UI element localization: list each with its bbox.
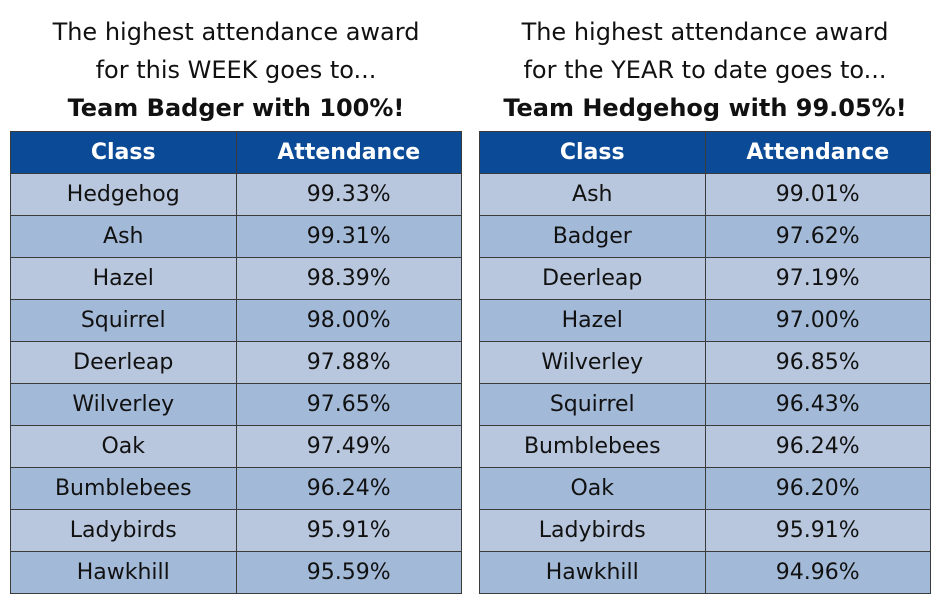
attendance-cell: 98.39%: [235, 257, 462, 300]
table-row: Ladybirds 95.91%: [10, 509, 462, 552]
table-row: Wilverley 97.65%: [10, 383, 462, 426]
yearly-table-body: Ash 99.01% Badger 97.62% Deerleap 97.19% Hazel…: [479, 173, 931, 594]
attendance-cell: 96.85%: [704, 341, 931, 384]
class-name-cell: Ash: [10, 215, 237, 258]
yearly-winner: Team Hedgehog with 99.05%!: [503, 94, 907, 122]
table-row: Ash 99.31%: [10, 215, 462, 258]
attendance-cell: 94.96%: [704, 551, 931, 594]
yearly-attendance-table: Class Attendance Ash 99.01% Badger 97.62% De…: [479, 131, 931, 594]
table-row: Hawkhill 95.59%: [10, 551, 462, 594]
attendance-cell: 97.62%: [704, 215, 931, 258]
attendance-cell: 97.19%: [704, 257, 931, 300]
column-header-class: Class: [10, 131, 237, 174]
class-name-cell: Ladybirds: [10, 509, 237, 552]
weekly-award-panel: The highest attendance award for this WE…: [10, 0, 462, 594]
table-row: Deerleap 97.88%: [10, 341, 462, 384]
table-row: Wilverley 96.85%: [479, 341, 931, 384]
weekly-table-body: Hedgehog 99.33% Ash 99.31% Hazel 98.39% Squirr…: [10, 173, 462, 594]
class-name-cell: Oak: [479, 467, 706, 510]
table-row: Hawkhill 94.96%: [479, 551, 931, 594]
class-name-cell: Hawkhill: [479, 551, 706, 594]
table-row: Squirrel 98.00%: [10, 299, 462, 342]
attendance-cell: 99.33%: [235, 173, 462, 216]
table-row: Squirrel 96.43%: [479, 383, 931, 426]
yearly-heading-line2: for the YEAR to date goes to...: [523, 56, 887, 84]
attendance-cell: 99.01%: [704, 173, 931, 216]
table-row: Oak 97.49%: [10, 425, 462, 468]
attendance-cell: 96.24%: [235, 467, 462, 510]
class-name-cell: Hazel: [10, 257, 237, 300]
column-header-attendance: Attendance: [704, 131, 931, 174]
class-name-cell: Hedgehog: [10, 173, 237, 216]
attendance-cell: 97.00%: [704, 299, 931, 342]
attendance-cell: 98.00%: [235, 299, 462, 342]
class-name-cell: Bumblebees: [479, 425, 706, 468]
table-row: Ladybirds 95.91%: [479, 509, 931, 552]
class-name-cell: Squirrel: [10, 299, 237, 342]
class-name-cell: Ladybirds: [479, 509, 706, 552]
class-name-cell: Hazel: [479, 299, 706, 342]
yearly-award-heading: The highest attendance award for the YEA…: [479, 13, 931, 127]
table-row: Bumblebees 96.24%: [479, 425, 931, 468]
attendance-cell: 97.88%: [235, 341, 462, 384]
yearly-award-panel: The highest attendance award for the YEA…: [479, 0, 931, 594]
table-header-row: Class Attendance: [479, 131, 931, 174]
weekly-winner: Team Badger with 100%!: [67, 94, 405, 122]
table-row: Hazel 97.00%: [479, 299, 931, 342]
column-header-attendance: Attendance: [235, 131, 462, 174]
table-row: Ash 99.01%: [479, 173, 931, 216]
table-row: Hazel 98.39%: [10, 257, 462, 300]
class-name-cell: Wilverley: [479, 341, 706, 384]
weekly-award-heading: The highest attendance award for this WE…: [10, 13, 462, 127]
table-row: Deerleap 97.19%: [479, 257, 931, 300]
class-name-cell: Ash: [479, 173, 706, 216]
class-name-cell: Squirrel: [479, 383, 706, 426]
class-name-cell: Deerleap: [479, 257, 706, 300]
table-header-row: Class Attendance: [10, 131, 462, 174]
class-name-cell: Deerleap: [10, 341, 237, 384]
attendance-cell: 99.31%: [235, 215, 462, 258]
attendance-cell: 95.91%: [704, 509, 931, 552]
class-name-cell: Oak: [10, 425, 237, 468]
yearly-heading-line1: The highest attendance award: [521, 18, 889, 46]
weekly-attendance-table: Class Attendance Hedgehog 99.33% Ash 99.31%…: [10, 131, 462, 594]
table-row: Oak 96.20%: [479, 467, 931, 510]
class-name-cell: Hawkhill: [10, 551, 237, 594]
table-row: Hedgehog 99.33%: [10, 173, 462, 216]
attendance-cell: 97.65%: [235, 383, 462, 426]
table-row: Badger 97.62%: [479, 215, 931, 258]
attendance-cell: 96.20%: [704, 467, 931, 510]
table-row: Bumblebees 96.24%: [10, 467, 462, 510]
attendance-cell: 97.49%: [235, 425, 462, 468]
attendance-cell: 96.24%: [704, 425, 931, 468]
class-name-cell: Wilverley: [10, 383, 237, 426]
class-name-cell: Bumblebees: [10, 467, 237, 510]
weekly-heading-line2: for this WEEK goes to...: [95, 56, 377, 84]
column-header-class: Class: [479, 131, 706, 174]
attendance-cell: 95.59%: [235, 551, 462, 594]
attendance-cell: 95.91%: [235, 509, 462, 552]
class-name-cell: Badger: [479, 215, 706, 258]
weekly-heading-line1: The highest attendance award: [52, 18, 420, 46]
attendance-cell: 96.43%: [704, 383, 931, 426]
